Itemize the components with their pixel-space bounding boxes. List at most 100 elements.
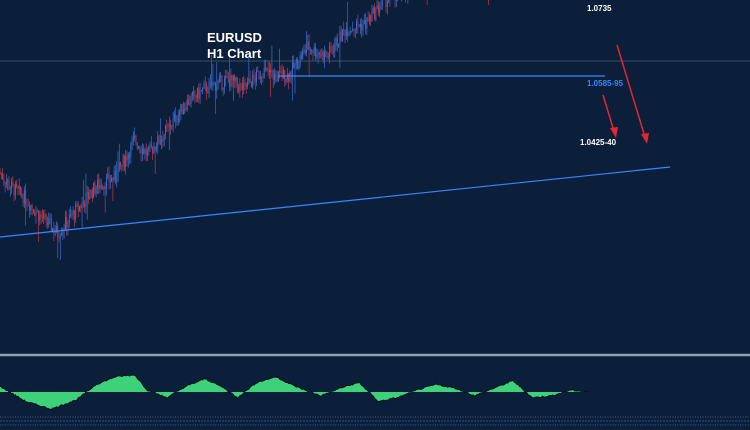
candle-body xyxy=(308,41,310,51)
candle-body xyxy=(202,87,204,91)
candle-body xyxy=(345,28,347,37)
candle-body xyxy=(184,107,186,110)
candle-body xyxy=(32,208,34,214)
candle-body xyxy=(252,74,254,88)
candle-body xyxy=(206,83,207,93)
candle-body xyxy=(181,103,183,115)
candle-body xyxy=(21,193,23,197)
candle-body xyxy=(295,58,297,64)
candle-body xyxy=(221,75,223,90)
trend-line xyxy=(0,166,671,238)
candle-body xyxy=(272,70,274,80)
candle-body xyxy=(44,213,46,215)
candle-body xyxy=(80,206,82,209)
candle-body xyxy=(336,37,338,47)
candle-body xyxy=(307,41,309,50)
candle-body xyxy=(135,135,137,144)
candle-body xyxy=(8,180,10,189)
timeframe-label: H1 Chart xyxy=(207,46,262,61)
candle-body xyxy=(349,30,351,34)
candle-body xyxy=(257,69,259,72)
candle-body xyxy=(17,186,19,189)
candle-body xyxy=(22,196,24,204)
candle-body xyxy=(143,148,145,154)
candle-body xyxy=(30,205,32,211)
candle-body xyxy=(243,82,245,90)
candle-body xyxy=(12,181,14,185)
candle-body xyxy=(165,126,166,136)
candle-body xyxy=(309,49,311,51)
candle-body xyxy=(193,91,195,93)
candle-body xyxy=(385,0,387,7)
candle-body xyxy=(200,90,202,92)
candle-body xyxy=(97,180,98,188)
candle-body xyxy=(157,135,159,148)
candle-body xyxy=(334,45,336,53)
candle-body xyxy=(291,62,293,77)
candle-body xyxy=(179,112,181,116)
candle-body xyxy=(36,210,38,213)
candle-body xyxy=(39,214,41,221)
candle-body xyxy=(86,192,88,194)
candle-body xyxy=(126,156,128,160)
candle-body xyxy=(209,81,211,83)
candle-body xyxy=(186,99,188,110)
candle-body xyxy=(144,148,146,154)
candle-body xyxy=(43,213,45,219)
candle-body xyxy=(114,170,116,182)
candle-body xyxy=(34,213,36,216)
candle-body xyxy=(362,24,364,31)
candle-body xyxy=(224,78,225,88)
candle-body xyxy=(107,174,109,178)
candle-body xyxy=(302,51,304,60)
candle-body xyxy=(61,233,63,236)
candle-body xyxy=(329,46,331,57)
candle-body xyxy=(266,67,268,69)
oscillator-panel xyxy=(0,374,591,411)
candle-body xyxy=(52,227,54,232)
oscillator-line xyxy=(0,374,591,411)
candle-body xyxy=(344,30,346,37)
candle-body xyxy=(299,55,301,66)
candle-body xyxy=(76,204,78,206)
candle-body xyxy=(381,0,383,6)
candle-body xyxy=(188,99,189,105)
candle-body xyxy=(218,77,220,82)
candle-body xyxy=(67,222,69,228)
candle-body xyxy=(72,210,74,216)
candle-body xyxy=(104,186,106,190)
candle-body xyxy=(102,188,104,190)
candle-body xyxy=(350,30,352,32)
candle-body xyxy=(158,135,160,144)
candle-body xyxy=(79,206,80,211)
candle-body xyxy=(168,124,170,126)
candle-body xyxy=(120,162,122,166)
candle-body xyxy=(150,143,152,147)
candle-body xyxy=(306,49,307,53)
candle-body xyxy=(326,56,328,57)
candle-body xyxy=(290,72,292,77)
candle-body xyxy=(167,125,169,127)
candle-body xyxy=(236,77,238,86)
candle-body xyxy=(140,150,142,154)
candle-body xyxy=(99,185,101,190)
level-label-top: 1.0735 xyxy=(587,4,612,13)
candle-body xyxy=(359,23,361,27)
candle-body xyxy=(54,232,56,234)
candle-body xyxy=(267,67,269,73)
candle-body xyxy=(71,214,73,216)
candle-body xyxy=(55,225,57,233)
candle-body xyxy=(113,170,115,181)
candle-body xyxy=(176,121,178,123)
candle-body xyxy=(23,190,25,204)
candle-body xyxy=(95,187,97,194)
candle-body xyxy=(88,192,89,199)
candle-body xyxy=(152,146,154,154)
candle-body xyxy=(283,70,284,79)
candle-body xyxy=(356,21,358,29)
candle-body xyxy=(116,180,118,182)
candle-body xyxy=(339,31,341,45)
candle-body xyxy=(194,91,196,97)
candle-body xyxy=(16,183,18,187)
candle-body xyxy=(27,205,29,207)
